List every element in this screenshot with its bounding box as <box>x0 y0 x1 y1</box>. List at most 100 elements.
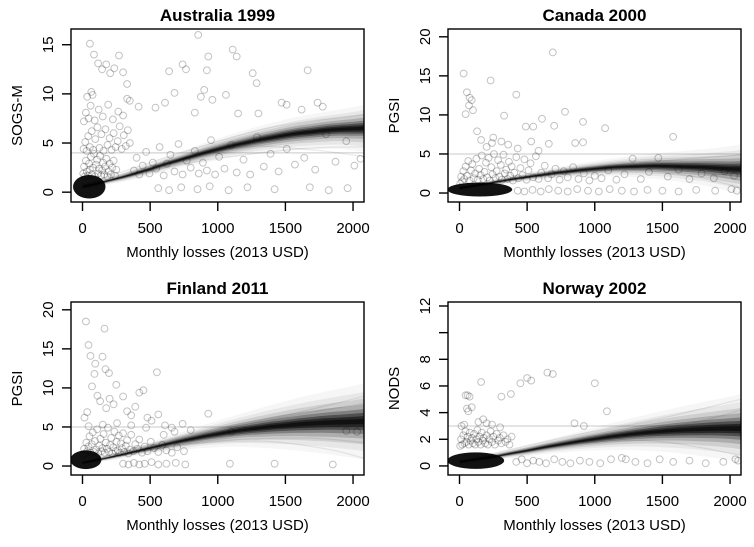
scatter-point <box>119 68 127 77</box>
x-tick-label: 2000 <box>336 493 369 510</box>
scatter-point <box>178 60 187 69</box>
plot-area <box>448 368 741 469</box>
scatter-point <box>470 430 478 438</box>
x-tick-label: 1000 <box>578 220 611 237</box>
y-tick-label: 10 <box>417 107 434 124</box>
scatter-point <box>254 109 263 118</box>
scatter-point <box>461 162 470 171</box>
scatter-point <box>494 436 503 445</box>
scatter-point <box>489 432 498 441</box>
y-tick-label: 12 <box>417 298 434 315</box>
scatter-point <box>566 459 575 468</box>
data-blob <box>448 182 513 197</box>
scatter-point <box>617 186 626 195</box>
scatter-point <box>590 171 599 180</box>
scatter-point <box>98 112 107 121</box>
scatter-point <box>291 160 299 169</box>
scatter-point <box>554 186 563 195</box>
posterior-curve-band <box>459 165 741 189</box>
scatter-point <box>507 432 516 441</box>
scatter-point <box>324 186 333 195</box>
scatter-point <box>159 171 168 180</box>
scatter-point <box>80 413 89 422</box>
scatter-point <box>601 124 610 133</box>
scatter-point <box>465 101 473 110</box>
scatter-point <box>127 430 136 439</box>
scatter-point <box>482 143 491 151</box>
scatter-point <box>491 440 499 449</box>
scatter-point <box>489 133 498 142</box>
scatter-point <box>107 170 115 179</box>
scatter-point <box>119 429 127 438</box>
scatter-point <box>104 100 113 109</box>
scatter-point <box>95 144 104 152</box>
scatter-point <box>110 427 119 436</box>
scatter-point <box>88 382 96 391</box>
scatter-point <box>123 126 132 135</box>
scatter-point <box>475 432 484 441</box>
scatter-point <box>463 432 472 441</box>
scatter-point <box>239 155 248 164</box>
scatter-point <box>110 64 119 73</box>
scatter-point <box>479 415 488 424</box>
scatter-point <box>463 88 471 97</box>
scatter-point <box>529 456 538 465</box>
scatter-point <box>576 456 584 465</box>
scatter-point <box>462 438 471 446</box>
scatter-point <box>252 79 261 87</box>
y-axis-label: PGSI <box>9 371 26 407</box>
scatter-point <box>83 408 92 417</box>
scatter-point <box>134 102 143 111</box>
scatter-point <box>127 421 136 430</box>
scatter-point <box>90 149 98 158</box>
scatter-point <box>211 170 220 179</box>
scatter-point <box>505 440 514 449</box>
scatter-point <box>510 168 519 177</box>
scatter-point <box>93 155 101 164</box>
scatter-point <box>88 428 97 437</box>
scatter-point <box>203 166 211 175</box>
scatter-point <box>471 440 480 449</box>
scatter-point <box>86 352 95 360</box>
scatter-point <box>107 146 116 154</box>
scatter-point <box>82 317 90 326</box>
scatter-point <box>548 48 557 57</box>
scatter-point <box>331 157 340 166</box>
scatter-point <box>550 455 559 464</box>
scatter-point <box>101 365 110 374</box>
scatter-point <box>102 404 111 413</box>
scatter-point <box>596 459 605 468</box>
stray-curve <box>459 398 741 462</box>
scatter-point <box>631 458 640 466</box>
scatter-point <box>573 185 582 194</box>
x-tick-label: 0 <box>455 493 463 510</box>
scatter-point <box>488 438 496 446</box>
scatter-point <box>655 455 664 464</box>
scatter-point <box>228 45 237 54</box>
scatter-point <box>481 439 490 448</box>
scatter-point <box>100 448 109 457</box>
scatter-point <box>167 448 176 457</box>
scatter-point <box>170 89 179 97</box>
scatter-point <box>102 60 111 69</box>
scatter-point <box>464 157 473 165</box>
scatter-point <box>645 168 653 176</box>
scatter-point <box>154 184 163 193</box>
scatter-point <box>113 137 122 146</box>
scatter-point <box>94 59 102 68</box>
y-axis-label: SOGS-M <box>9 85 26 146</box>
scatter-point <box>464 407 473 416</box>
panel-norway-2002: 0 500 1000 1500 2000 0 2 4 6 8 12 Norway 2002 Monthl… <box>377 273 754 547</box>
scatter-point <box>654 154 663 162</box>
scatter-point <box>102 154 111 163</box>
stray-curve <box>459 154 741 189</box>
y-tick-label: 15 <box>40 341 57 358</box>
scatter-point <box>482 419 491 428</box>
scatter-point <box>114 431 123 440</box>
scatter-point <box>100 324 109 333</box>
scatter-point <box>125 139 134 147</box>
scatter-point <box>465 392 474 401</box>
scatter-point <box>513 144 522 153</box>
scatter-point <box>585 458 594 466</box>
